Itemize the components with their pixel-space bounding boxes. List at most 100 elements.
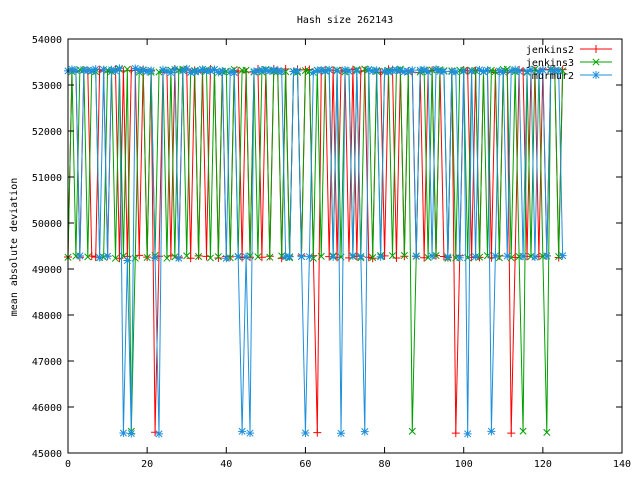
data-point-jenkins3 <box>369 253 377 262</box>
data-point-jenkins3 <box>408 427 416 435</box>
data-point-murmur2 <box>408 66 417 75</box>
data-point-murmur2 <box>432 65 441 74</box>
plot-frame <box>67 38 623 454</box>
data-point-jenkins3 <box>266 253 274 261</box>
data-point-jenkins3 <box>317 252 325 260</box>
data-point-murmur2 <box>416 66 425 75</box>
data-point-murmur2 <box>534 67 543 76</box>
data-point-murmur2 <box>372 66 381 75</box>
y-tick-label: 52000 <box>32 127 62 138</box>
y-tick-label: 50000 <box>32 219 62 230</box>
data-point-murmur2 <box>519 252 528 261</box>
data-point-murmur2 <box>143 67 152 76</box>
data-point-murmur2 <box>147 66 156 75</box>
data-point-murmur2 <box>341 65 349 74</box>
data-point-murmur2 <box>131 64 140 73</box>
data-point-murmur2 <box>352 66 361 75</box>
data-point-jenkins2 <box>420 253 429 262</box>
data-point-murmur2 <box>151 253 160 262</box>
data-point-murmur2 <box>317 66 326 75</box>
data-point-murmur2 <box>158 65 167 74</box>
data-point-murmur2 <box>487 427 496 436</box>
x-tick-label: 120 <box>534 459 552 470</box>
data-point-murmur2 <box>380 67 389 76</box>
data-point-murmur2 <box>170 65 179 74</box>
data-point-murmur2 <box>463 429 472 438</box>
data-point-murmur2 <box>293 66 302 75</box>
data-point-murmur2 <box>269 65 278 74</box>
series-murmur2 <box>64 64 567 438</box>
x-tick-label: 140 <box>613 459 631 470</box>
data-point-murmur2 <box>301 428 310 437</box>
data-point-jenkins3 <box>163 254 171 262</box>
data-point-jenkins2 <box>329 66 338 75</box>
data-point-murmur2 <box>424 67 433 76</box>
data-point-jenkins3 <box>195 252 203 261</box>
data-point-jenkins2 <box>135 251 144 260</box>
data-point-murmur2 <box>360 427 369 436</box>
data-point-murmur2 <box>194 67 203 76</box>
series-layer <box>64 64 567 438</box>
y-tick-label: 53000 <box>32 81 62 92</box>
data-point-murmur2 <box>384 67 393 76</box>
data-point-murmur2 <box>329 252 338 261</box>
legend-label-jenkins3: jenkins3 <box>526 58 574 69</box>
axes: 45000 46000 47000 48000 49000 50000 51000 52000… <box>32 35 631 470</box>
data-point-jenkins2 <box>115 254 124 263</box>
data-point-jenkins3 <box>254 253 262 261</box>
data-point-jenkins3 <box>242 66 250 74</box>
data-point-murmur2 <box>123 256 132 265</box>
data-point-murmur2 <box>242 252 251 261</box>
data-point-murmur2 <box>91 65 100 74</box>
data-point-murmur2 <box>297 252 306 261</box>
data-point-murmur2 <box>218 66 227 75</box>
data-point-murmur2 <box>174 254 183 263</box>
data-point-murmur2 <box>471 252 480 261</box>
data-point-murmur2 <box>348 251 357 260</box>
y-tick-label: 45000 <box>32 449 62 460</box>
data-point-jenkins2 <box>313 428 322 437</box>
data-point-murmur2 <box>515 67 524 76</box>
data-point-jenkins3 <box>111 254 120 262</box>
data-point-jenkins3 <box>84 253 92 261</box>
data-point-murmur2 <box>491 251 500 260</box>
data-point-jenkins3 <box>400 251 408 260</box>
data-point-murmur2 <box>305 252 314 261</box>
y-tick-label: 48000 <box>32 311 62 322</box>
data-point-jenkins3 <box>388 252 397 260</box>
data-point-murmur2 <box>246 429 255 438</box>
data-point-murmur2 <box>210 65 219 74</box>
data-point-murmur2 <box>558 251 567 260</box>
legend-label-murmur2: murmur2 <box>532 71 574 82</box>
data-point-murmur2 <box>503 252 512 261</box>
data-point-murmur2 <box>451 67 460 76</box>
legend: jenkins2 jenkins3 murmur2 <box>526 45 612 82</box>
x-tick-label: 20 <box>141 459 153 470</box>
data-point-murmur2 <box>420 65 429 74</box>
data-point-murmur2 <box>479 67 488 76</box>
data-point-murmur2 <box>277 67 286 76</box>
data-point-murmur2 <box>166 68 175 77</box>
data-point-murmur2 <box>344 67 353 76</box>
data-point-murmur2 <box>182 64 191 73</box>
data-point-murmur2 <box>368 66 377 75</box>
data-point-murmur2 <box>111 66 120 75</box>
data-point-jenkins2 <box>364 253 373 262</box>
data-point-murmur2 <box>376 252 385 261</box>
data-point-jenkins3 <box>171 253 179 261</box>
y-tick-label: 49000 <box>32 265 62 276</box>
data-point-murmur2 <box>285 252 294 261</box>
data-point-murmur2 <box>99 65 108 74</box>
data-point-jenkins2 <box>507 429 516 438</box>
y-axis-label: mean absolute deviation <box>9 178 20 316</box>
data-point-jenkins3 <box>123 65 131 73</box>
y-tick-label: 54000 <box>32 35 62 46</box>
data-point-murmur2 <box>139 66 148 75</box>
data-point-murmur2 <box>483 66 492 75</box>
data-point-murmur2 <box>321 67 330 76</box>
data-point-murmur2 <box>186 68 195 77</box>
data-point-murmur2 <box>71 66 80 75</box>
data-point-murmur2 <box>222 254 231 263</box>
data-point-murmur2 <box>206 66 215 75</box>
